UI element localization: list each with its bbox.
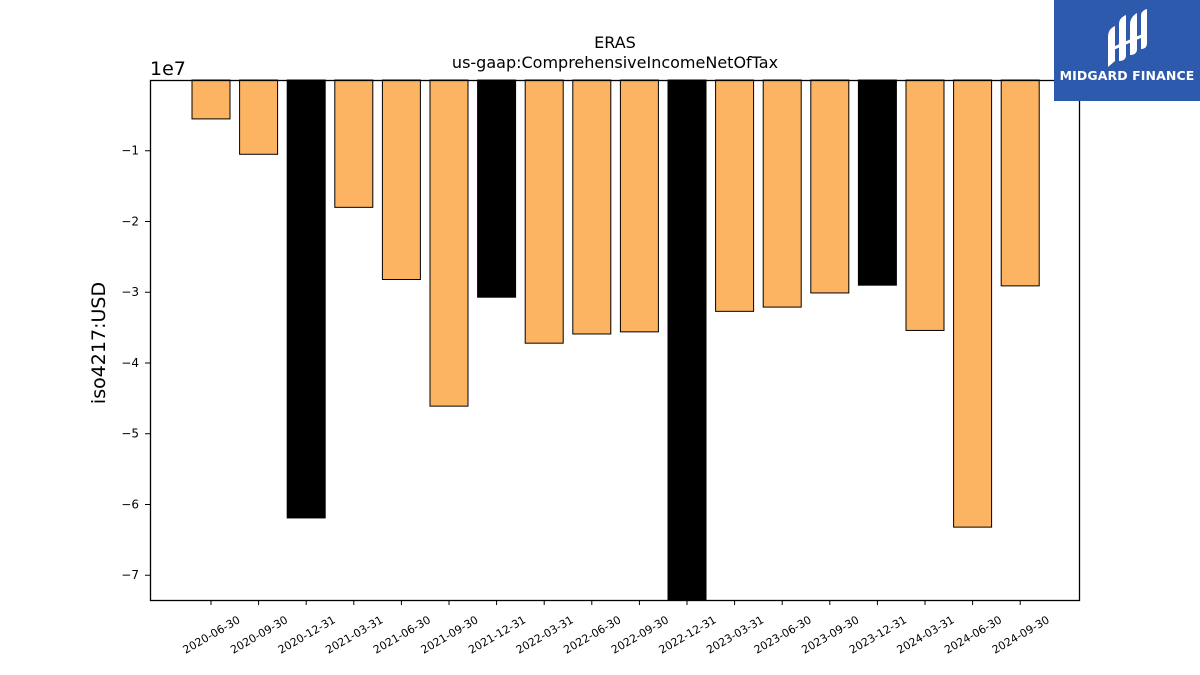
bar-2022-03-31 (524, 79, 564, 344)
y-tick-label: −1 (121, 144, 139, 158)
y-tick-label: −3 (121, 285, 139, 299)
bar-2021-06-30 (381, 79, 421, 281)
bar-2021-03-31 (334, 79, 374, 208)
y-tick-label: −5 (121, 427, 139, 441)
bar-2020-12-31 (286, 79, 326, 519)
bar-2022-09-30 (619, 79, 659, 333)
logo-mark-icon (1108, 9, 1147, 67)
chart-subtitle: us-gaap:ComprehensiveIncomeNetOfTax (452, 53, 778, 72)
bar-2024-03-31 (905, 79, 945, 331)
bar-2023-12-31 (857, 79, 897, 286)
y-axis-label: iso4217:USD (88, 282, 110, 404)
y-tick-label: −7 (121, 568, 139, 582)
bar-2020-06-30 (191, 79, 231, 120)
bar-2023-03-31 (715, 79, 755, 312)
bar-2023-09-30 (810, 79, 850, 294)
bar-2020-09-30 (239, 79, 279, 155)
chart-title: ERAS (594, 33, 636, 52)
x-ticks-group: 2020-06-302020-09-302020-12-312021-03-31… (181, 600, 1052, 657)
bar-2022-06-30 (572, 79, 612, 335)
y-tick-label: −4 (121, 356, 139, 370)
bar-2021-09-30 (429, 79, 469, 407)
y-tick-label: −6 (121, 497, 139, 511)
bar-2024-09-30 (1000, 79, 1040, 287)
bar-2022-12-31 (667, 79, 707, 601)
bar-2024-06-30 (953, 79, 993, 528)
midgard-finance-logo: MIDGARD FINANCE (1054, 0, 1200, 101)
bar-2021-12-31 (477, 79, 517, 298)
y-offset-label: 1e7 (150, 58, 186, 80)
bars-group (191, 79, 1040, 601)
plot-frame (149, 79, 1081, 602)
logo-text: MIDGARD FINANCE (1059, 68, 1195, 83)
y-tick-label: −2 (121, 214, 139, 228)
y-ticks-group: −1 −2 −3 −4 −5 −6 −7 (121, 144, 150, 582)
bar-2023-06-30 (762, 79, 802, 308)
